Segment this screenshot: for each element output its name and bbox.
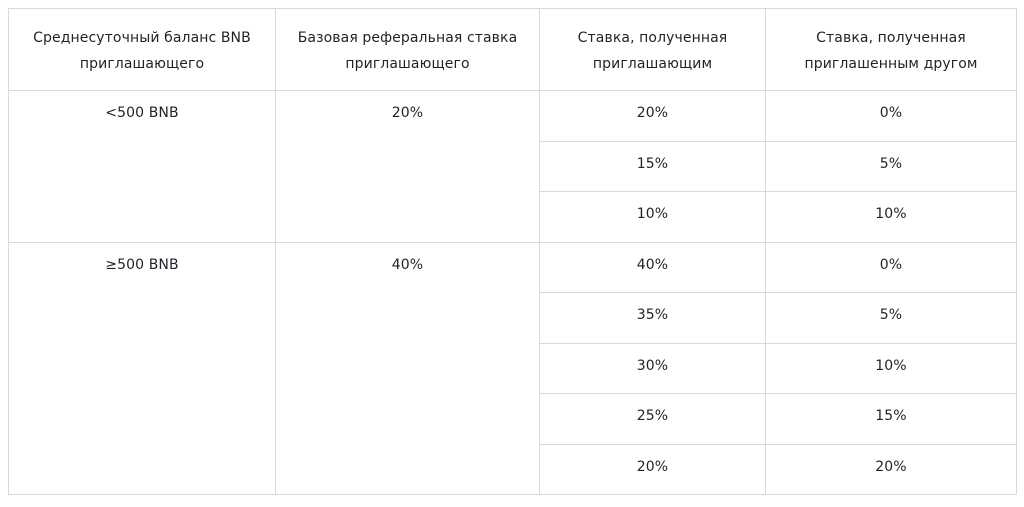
header-balance: Среднесуточный баланс BNB приглашающего xyxy=(8,8,276,91)
table-row: 35% 5% xyxy=(9,292,1017,344)
table-row: 25% 15% xyxy=(9,393,1017,445)
balance-cell: ≥500 BNB xyxy=(8,241,276,495)
header-base-rate: Базовая реферальная ставка приглашающего xyxy=(275,8,540,91)
header-row: Среднесуточный баланс BNB приглашающего … xyxy=(8,8,1017,91)
table-row: <500 BNB 20% 20% 0% xyxy=(8,90,1017,243)
friend-rate-cell: 0% xyxy=(765,90,1017,142)
friend-rate-cell: 10% xyxy=(765,191,1017,243)
friend-rate-cell: 5% xyxy=(765,140,1017,192)
table-row: ≥500 BNB 40% 40% 0% xyxy=(8,241,1017,495)
inviter-rate-cell: 30% xyxy=(539,342,766,394)
table-row: 20% 20% xyxy=(9,443,1017,495)
inviter-rate-cell: 15% xyxy=(539,140,766,192)
header-inviter-rate: Ставка, полученная приглашающим xyxy=(539,8,766,91)
friend-rate-cell: 15% xyxy=(765,393,1017,445)
friend-rate-cell: 5% xyxy=(765,292,1017,344)
inviter-rate-cell: 20% xyxy=(539,443,766,495)
inviter-rate-cell: 10% xyxy=(539,191,766,243)
friend-rate-cell: 0% xyxy=(765,241,1017,293)
table-row: 15% 5% xyxy=(9,140,1017,192)
inviter-rate-cell: 25% xyxy=(539,393,766,445)
base-rate-cell: 20% xyxy=(275,90,540,243)
table-row: 30% 10% xyxy=(9,342,1017,394)
header-friend-rate: Ставка, полученная приглашенным другом xyxy=(765,8,1017,91)
balance-cell: <500 BNB xyxy=(8,90,276,243)
inviter-rate-cell: 35% xyxy=(539,292,766,344)
friend-rate-cell: 10% xyxy=(765,342,1017,394)
friend-rate-cell: 20% xyxy=(765,443,1017,495)
table-header: Среднесуточный баланс BNB приглашающего … xyxy=(8,8,1017,91)
referral-rates-table: Среднесуточный баланс BNB приглашающего … xyxy=(8,8,1017,495)
inviter-rate-cell: 40% xyxy=(539,241,766,293)
table-body: <500 BNB 20% 20% 0% 15% 5% 10% 10% ≥500 … xyxy=(8,90,1017,495)
inviter-rate-cell: 20% xyxy=(539,90,766,142)
base-rate-cell: 40% xyxy=(275,241,540,495)
table-row: 10% 10% xyxy=(9,191,1017,243)
